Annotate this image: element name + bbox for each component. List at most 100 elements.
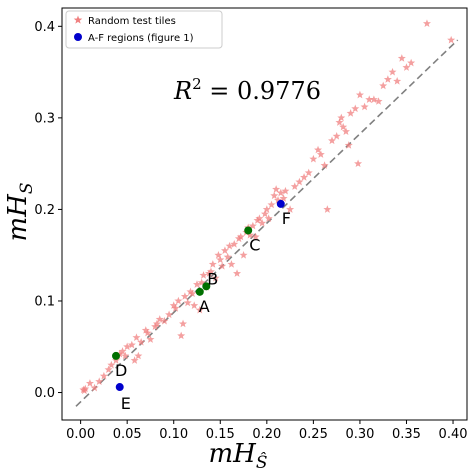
data-point-star <box>216 255 225 264</box>
data-point-star <box>290 182 299 190</box>
data-point-star <box>286 205 295 213</box>
data-point-star <box>214 251 223 259</box>
data-point-star <box>239 251 248 259</box>
region-point-c <box>244 226 253 235</box>
data-point-star <box>195 305 204 314</box>
data-point-star <box>393 77 402 85</box>
data-point-star <box>112 356 120 364</box>
data-point-star <box>95 377 104 385</box>
y-ticks: 0.0 0.1 0.2 0.3 0.4 <box>34 20 62 401</box>
data-point-star <box>281 186 290 195</box>
data-point-star <box>323 205 332 213</box>
data-point-star <box>320 161 329 169</box>
data-point-star <box>199 271 208 279</box>
data-point-star <box>85 379 94 387</box>
data-point-star <box>264 214 273 222</box>
y-tick-label: 0.4 <box>34 20 55 35</box>
data-point-star <box>272 185 281 193</box>
region-label-f: F <box>282 209 291 228</box>
region-label-b: B <box>207 269 218 288</box>
data-point-star <box>332 131 341 140</box>
data-point-star <box>152 319 161 328</box>
data-point-star <box>397 54 406 62</box>
x-tick-label: 0.05 <box>113 427 142 442</box>
data-point-star <box>208 260 217 268</box>
x-tick-label: 0.30 <box>345 427 374 442</box>
data-point-star <box>262 205 271 213</box>
data-point-star <box>160 316 169 325</box>
data-point-star <box>309 154 318 163</box>
data-point-star <box>304 168 313 177</box>
data-point-star <box>274 196 282 204</box>
region-label-e: E <box>121 394 131 413</box>
x-tick-label: 0.00 <box>66 427 95 442</box>
data-points <box>79 19 456 395</box>
data-point-star <box>402 63 411 71</box>
data-point-star <box>236 232 245 241</box>
data-point-star <box>260 209 269 218</box>
data-point-star <box>134 351 143 360</box>
x-tick-label: 0.25 <box>299 427 328 442</box>
data-point-star <box>383 75 392 83</box>
data-point-star <box>407 58 416 67</box>
data-point-star <box>107 360 116 369</box>
y-tick-label: 0.3 <box>34 111 55 126</box>
legend-box <box>65 10 223 49</box>
data-point-star <box>165 310 174 319</box>
y-axis-label-sub: S <box>17 183 37 195</box>
legend-label-regions: A-F regions (figure 1) <box>88 33 194 44</box>
data-point-star <box>422 19 431 27</box>
data-point-star <box>118 347 127 355</box>
x-axis-label: mHŜ <box>209 439 268 473</box>
data-point-star <box>197 278 206 287</box>
x-ticks: 0.00 0.05 0.10 0.15 0.20 0.25 0.30 0.35 0.40 <box>66 420 468 442</box>
data-point-star <box>90 383 99 392</box>
data-point-star <box>174 296 183 305</box>
data-point-star <box>335 118 344 126</box>
region-point-d <box>112 351 120 360</box>
data-point-star <box>141 326 150 334</box>
data-point-star <box>155 315 164 323</box>
y-tick-label: 0.1 <box>34 294 55 309</box>
y-axis-label-base: mH <box>3 193 33 242</box>
data-point-star <box>346 109 355 117</box>
r-squared-sup: 2 <box>192 75 202 93</box>
data-point-star <box>379 81 388 90</box>
data-point-star <box>295 177 304 186</box>
data-point-star <box>276 188 285 197</box>
region-point-a <box>195 287 204 296</box>
x-tick-label: 0.40 <box>439 427 468 442</box>
region-label-c: C <box>249 235 260 254</box>
data-point-star <box>447 35 456 44</box>
region-point-e <box>115 383 124 392</box>
data-point-star <box>115 349 124 358</box>
fit-line <box>75 39 459 407</box>
y-tick-label: 0.0 <box>34 386 55 401</box>
data-point-star <box>132 333 141 341</box>
data-point-star <box>225 241 234 250</box>
data-point-star <box>186 287 195 296</box>
y-tick-label: 0.2 <box>34 203 55 218</box>
x-tick-label: 0.15 <box>206 427 235 442</box>
data-point-star <box>355 90 364 99</box>
data-point-star <box>279 194 288 202</box>
data-point-star <box>180 292 189 300</box>
x-tick-label: 0.35 <box>392 427 421 442</box>
r-squared-rest: = 0.9776 <box>202 77 321 105</box>
data-point-star <box>130 356 139 364</box>
data-point-star <box>341 127 350 135</box>
data-point-star <box>328 136 336 145</box>
data-point-star <box>223 252 232 261</box>
data-point-star <box>300 173 309 181</box>
data-point-star <box>248 221 257 230</box>
data-point-star <box>137 337 146 346</box>
r-squared-annotation: R2 = 0.9776 <box>173 75 321 105</box>
data-point-star <box>177 331 186 340</box>
data-point-star <box>354 159 363 168</box>
data-point-star <box>183 298 192 307</box>
data-point-star <box>193 280 201 288</box>
data-point-star <box>99 371 108 380</box>
region-point-b <box>202 282 211 291</box>
data-point-star <box>365 95 374 103</box>
